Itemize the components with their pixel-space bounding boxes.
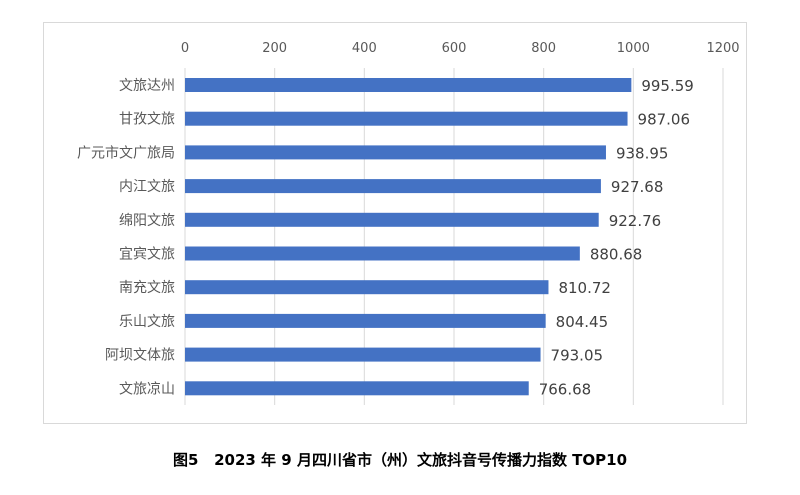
data-label: 880.68 xyxy=(590,246,643,264)
bar xyxy=(185,280,549,295)
data-label: 766.68 xyxy=(539,380,592,398)
category-label: 南充文旅 xyxy=(119,280,175,296)
chart-caption: 图5 2023 年 9 月四川省市（州）文旅抖音号传播力指数 TOP10 xyxy=(172,451,628,469)
x-tick-label: 800 xyxy=(531,41,556,56)
data-label: 922.76 xyxy=(609,212,662,230)
category-label: 甘孜文旅 xyxy=(119,112,175,128)
bar xyxy=(185,246,580,261)
bar xyxy=(185,179,601,194)
x-tick-label: 1000 xyxy=(617,41,650,56)
data-label: 810.72 xyxy=(558,279,611,297)
bar xyxy=(185,145,606,160)
bar xyxy=(185,313,546,328)
category-label: 文旅达州 xyxy=(119,78,175,94)
bar xyxy=(185,381,529,396)
category-label: 广元市文广旅局 xyxy=(77,144,175,161)
bar xyxy=(185,212,599,227)
bar xyxy=(185,347,541,362)
data-label: 987.06 xyxy=(638,111,691,129)
category-label: 文旅凉山 xyxy=(119,381,175,397)
bar xyxy=(185,111,628,126)
data-label: 793.05 xyxy=(551,347,604,365)
bar xyxy=(185,78,632,92)
category-label: 阿坝文体旅 xyxy=(105,348,175,364)
category-label: 宜宾文旅 xyxy=(119,247,175,263)
x-tick-label: 1200 xyxy=(706,41,739,56)
category-label: 绵阳文旅 xyxy=(119,212,175,229)
data-label: 938.95 xyxy=(616,144,669,162)
x-tick-label: 600 xyxy=(442,41,467,56)
x-tick-label: 200 xyxy=(262,41,287,56)
x-tick-label: 400 xyxy=(352,41,377,56)
x-tick-label: 0 xyxy=(181,41,189,56)
category-label: 内江文旅 xyxy=(119,179,175,195)
data-label: 804.45 xyxy=(556,313,609,331)
bar-chart: 0 200 400 600 800 1000 1200 文旅达州 995.59 甘孜文旅 987.0… xyxy=(77,41,740,405)
category-label: 乐山文旅 xyxy=(119,314,175,330)
data-label: 995.59 xyxy=(641,77,694,95)
data-label: 927.68 xyxy=(611,178,664,196)
chart-frame xyxy=(43,22,747,424)
